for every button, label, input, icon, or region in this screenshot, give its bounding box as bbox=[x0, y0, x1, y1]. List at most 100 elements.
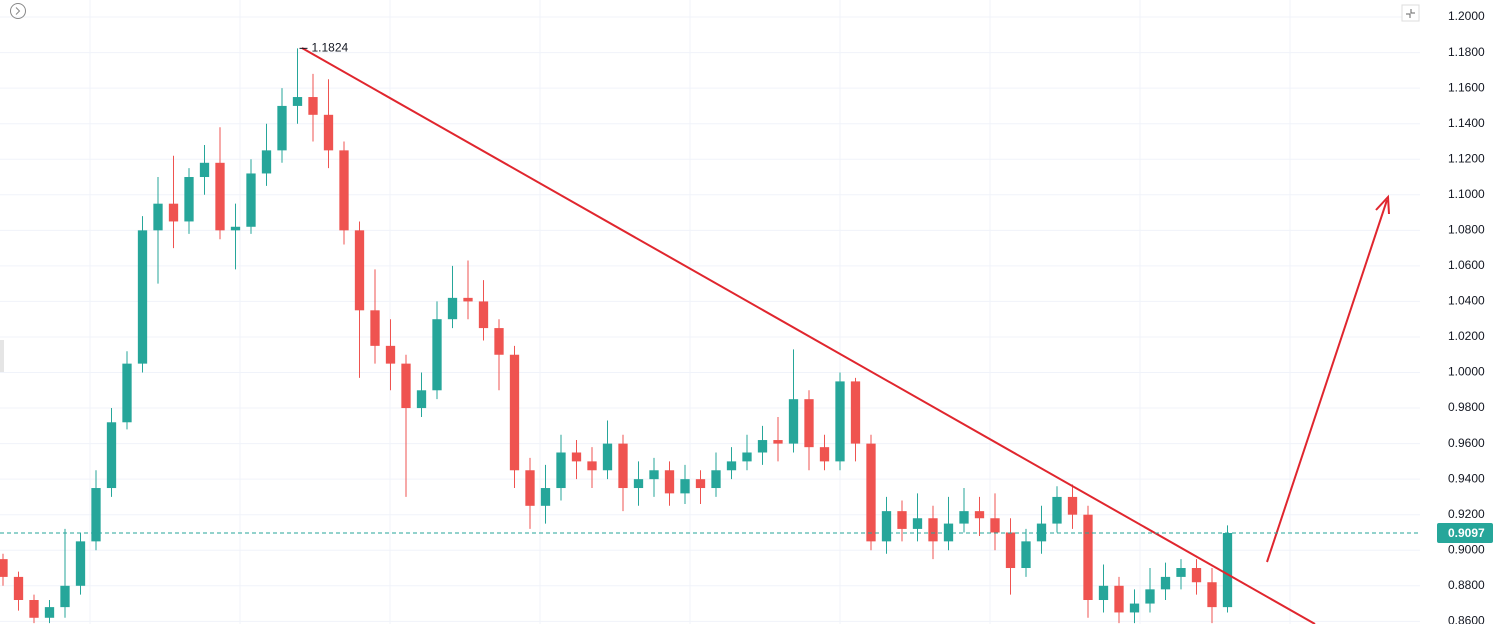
overlay: 1.1824 bbox=[0, 41, 1437, 534]
fullscreen-icon bbox=[1406, 13, 1411, 18]
trend-line bbox=[301, 47, 1316, 624]
candle-body bbox=[959, 511, 969, 524]
candle-body bbox=[168, 203, 179, 222]
candle-body bbox=[292, 97, 303, 106]
candle-body bbox=[912, 518, 923, 529]
y-tick-label: 0.9800 bbox=[1448, 400, 1485, 414]
candle-body bbox=[0, 559, 8, 577]
y-tick-label: 1.2000 bbox=[1448, 9, 1485, 23]
candles bbox=[0, 48, 1233, 624]
candle-body bbox=[385, 345, 396, 364]
collapse-button[interactable] bbox=[10, 3, 26, 19]
candle-body bbox=[1129, 603, 1140, 613]
y-tick-label: 1.1800 bbox=[1448, 45, 1485, 59]
y-tick-label: 0.8800 bbox=[1448, 578, 1485, 592]
y-tick-label: 1.1000 bbox=[1448, 187, 1485, 201]
candle-body bbox=[571, 452, 582, 462]
candle-body bbox=[29, 600, 39, 618]
candle-body bbox=[478, 301, 489, 329]
collapse-icon bbox=[15, 7, 21, 15]
candle-body bbox=[106, 422, 117, 489]
candle-body bbox=[757, 440, 768, 453]
y-tick-label: 0.9200 bbox=[1448, 507, 1485, 521]
candle-body bbox=[246, 173, 256, 227]
y-tick-label: 0.9600 bbox=[1448, 436, 1485, 450]
candle-body bbox=[664, 470, 675, 494]
y-tick-label: 1.1200 bbox=[1448, 151, 1485, 165]
y-tick-label: 1.1600 bbox=[1448, 80, 1485, 94]
y-tick-label: 0.8600 bbox=[1448, 614, 1485, 624]
y-tick-label: 0.9000 bbox=[1448, 542, 1485, 556]
candle-body bbox=[323, 114, 334, 151]
candle-body bbox=[788, 399, 799, 444]
candle-body bbox=[742, 452, 752, 462]
price-scale bbox=[1420, 0, 1493, 624]
candle-body bbox=[230, 226, 241, 231]
side-tab[interactable] bbox=[0, 340, 4, 372]
candle-body bbox=[540, 488, 551, 506]
candle-body bbox=[726, 461, 737, 471]
y-tick-label: 1.1400 bbox=[1448, 116, 1485, 130]
candle-body bbox=[1222, 533, 1233, 608]
y-tick-label: 1.0400 bbox=[1448, 294, 1485, 308]
candle-body bbox=[401, 363, 411, 409]
candle-body bbox=[695, 479, 706, 489]
y-tick-label: 0.9400 bbox=[1448, 471, 1485, 485]
candle-body bbox=[1176, 568, 1186, 577]
candle-body bbox=[866, 443, 876, 542]
candle-body bbox=[1036, 523, 1047, 542]
last-price-label: 0.9097 bbox=[1448, 526, 1485, 540]
candle-body bbox=[881, 511, 892, 542]
y-tick-label: 1.0800 bbox=[1448, 223, 1485, 237]
candle-body bbox=[649, 470, 659, 480]
candle-body bbox=[153, 203, 163, 231]
candle-body bbox=[199, 162, 210, 178]
candle-body bbox=[556, 452, 566, 489]
candle-body bbox=[1207, 582, 1217, 608]
candle-body bbox=[416, 390, 427, 409]
candle-body bbox=[1052, 496, 1062, 524]
candle-body bbox=[60, 585, 70, 608]
candle-body bbox=[122, 363, 132, 423]
y-tick-label: 1.0000 bbox=[1448, 365, 1485, 379]
candle-body bbox=[308, 97, 318, 115]
candle-body bbox=[1191, 568, 1202, 583]
candle-body bbox=[447, 297, 458, 320]
candle-body bbox=[44, 607, 55, 618]
candle-body bbox=[184, 177, 194, 222]
candle-body bbox=[1021, 541, 1031, 569]
high-label: 1.1824 bbox=[312, 41, 349, 55]
candle-body bbox=[494, 328, 504, 355]
y-axis: 0.8600 0.8800 0.9000 0.9200 0.9400 0.9600 0.98… bbox=[1437, 9, 1493, 624]
candle-body bbox=[509, 354, 520, 471]
candle-body bbox=[261, 150, 272, 174]
candle-body bbox=[835, 381, 845, 462]
candle-body bbox=[897, 511, 907, 529]
fullscreen-icon bbox=[1410, 9, 1415, 14]
candle-body bbox=[1160, 576, 1171, 590]
candle-body bbox=[850, 381, 861, 444]
candle-body bbox=[339, 150, 349, 231]
candle-body bbox=[1083, 514, 1093, 601]
candle-body bbox=[137, 230, 148, 364]
candle-body bbox=[990, 518, 1000, 533]
candle-body bbox=[277, 105, 287, 151]
last-price-tag bbox=[1437, 523, 1493, 544]
candle-body bbox=[75, 541, 86, 586]
grid bbox=[0, 0, 1420, 624]
candle-body bbox=[13, 576, 24, 601]
candle-body bbox=[680, 479, 690, 494]
candle-body bbox=[928, 518, 938, 542]
candle-body bbox=[432, 319, 442, 391]
candle-body bbox=[711, 470, 721, 489]
y-tick-label: 1.0200 bbox=[1448, 329, 1485, 343]
candle-body bbox=[773, 440, 783, 444]
candle-body bbox=[1098, 585, 1109, 601]
candle-body bbox=[1114, 585, 1124, 613]
candle-body bbox=[1005, 532, 1016, 569]
candle-body bbox=[525, 470, 535, 506]
arrow-head bbox=[1375, 194, 1390, 215]
candle-body bbox=[215, 162, 225, 231]
candle-body bbox=[1067, 496, 1078, 515]
